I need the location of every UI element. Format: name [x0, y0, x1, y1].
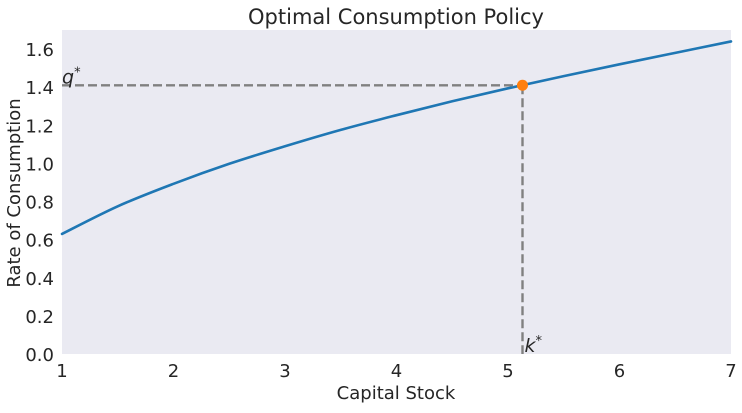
- y-tick-label: 1.6: [25, 40, 54, 61]
- plot-area: [62, 30, 731, 354]
- steady-state-guides: [62, 84, 524, 354]
- x-tick-label: 3: [279, 361, 290, 382]
- q-star-label: q*: [62, 65, 81, 88]
- x-tick-label: 5: [502, 361, 513, 382]
- steady-state-marker-layer: q* k*: [62, 65, 543, 357]
- y-tick-label: 1.4: [25, 78, 54, 99]
- consumption-policy-line: [60, 40, 733, 236]
- y-tick-label: 0.6: [25, 231, 54, 252]
- y-tick-label: 0.8: [25, 193, 54, 214]
- y-tick-label: 0.2: [25, 307, 54, 328]
- chart-title: Optimal Consumption Policy: [248, 5, 544, 29]
- steady-state-marker: [516, 79, 528, 91]
- x-tick-label: 6: [614, 361, 625, 382]
- y-tick-label: 1.2: [25, 116, 54, 137]
- y-tick-label: 0.4: [25, 269, 54, 290]
- x-tick-labels: 1 2 3 4 5 6 7: [56, 361, 736, 382]
- x-tick-label: 4: [391, 361, 402, 382]
- y-tick-labels: 0.0 0.2 0.4 0.6 0.8 1.0 1.2 1.4 1.6: [25, 40, 54, 366]
- y-tick-label: 0.0: [25, 345, 54, 366]
- series-layer: [60, 40, 733, 236]
- y-axis-label: Rate of Consumption: [4, 98, 25, 287]
- k-star-label: k*: [524, 334, 542, 357]
- y-tick-label: 1.0: [25, 154, 54, 175]
- x-tick-label: 2: [168, 361, 179, 382]
- x-tick-label: 7: [725, 361, 736, 382]
- x-axis-label: Capital Stock: [337, 383, 456, 404]
- x-tick-label: 1: [56, 361, 67, 382]
